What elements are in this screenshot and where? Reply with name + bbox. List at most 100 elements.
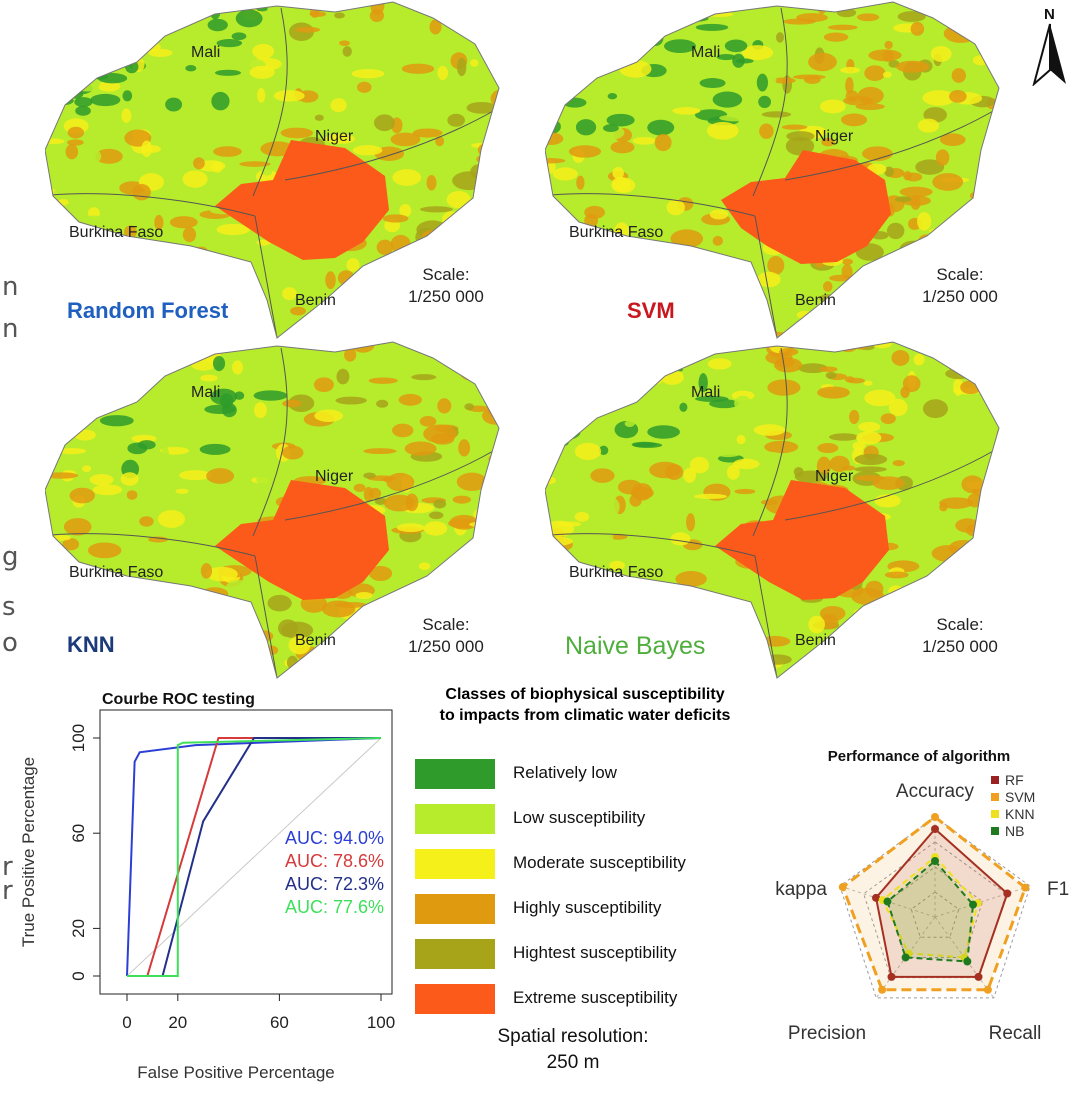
map-patch [939, 133, 966, 147]
map-patch [820, 99, 846, 114]
country-label-mali: Mali [191, 384, 221, 401]
map-patch [181, 344, 196, 363]
map-patch [726, 465, 740, 480]
map-patch [604, 528, 614, 544]
map-patch [547, 423, 581, 441]
map-patch [330, 98, 347, 113]
map-patch [172, 534, 194, 551]
x-tick-label: 60 [270, 1013, 289, 1032]
north-label: N [1044, 6, 1055, 23]
map-patch [89, 474, 114, 486]
map-patch [781, 124, 808, 130]
map-patch [972, 55, 990, 66]
map-patch [985, 499, 999, 516]
map-patch [487, 405, 499, 417]
susceptibility-map-svg [545, 341, 1015, 679]
map-patch [200, 563, 213, 579]
map-patch [466, 101, 497, 114]
map-patch [767, 379, 801, 396]
map-patch [545, 292, 565, 301]
map-patch [817, 386, 850, 399]
map-patch [680, 296, 700, 305]
map-patch [254, 402, 267, 419]
radar-point [983, 985, 992, 994]
map-patch [481, 342, 494, 351]
chart-title: Courbe ROC testing [102, 691, 255, 708]
map-patch [418, 562, 431, 570]
map-patch [903, 170, 912, 181]
map-patch [786, 131, 815, 142]
map-patch [139, 516, 154, 527]
map-patch [122, 90, 133, 102]
map-patch [140, 651, 159, 664]
map-patch [599, 279, 609, 288]
map-patch [888, 398, 908, 417]
map-patch [61, 276, 77, 284]
map-patch [368, 377, 398, 384]
map-patch [973, 566, 999, 573]
map-patch [452, 570, 464, 581]
map-patch [239, 161, 271, 167]
map-svm: Mali Niger Burkina Faso Benin SVM Scale: 1/250… [545, 0, 1025, 340]
map-patch [89, 441, 105, 456]
map-patch [85, 149, 102, 164]
map-patch [61, 615, 85, 632]
map-patch [659, 174, 677, 186]
map-patch [499, 495, 515, 502]
susceptibility-map-svg [545, 1, 1000, 339]
map-patch [772, 77, 796, 84]
map-patch [679, 402, 688, 412]
map-patch [732, 661, 742, 668]
map-patch [288, 635, 311, 655]
map-patch [706, 121, 739, 140]
map-patch [917, 118, 940, 133]
map-patch [401, 63, 435, 74]
map-patch [146, 2, 173, 11]
map-patch [1002, 454, 1015, 472]
map-patch [200, 374, 218, 382]
map-patch [82, 465, 92, 473]
map-patch [910, 195, 921, 210]
map-patch [663, 585, 693, 599]
auc-label: AUC: 94.0% [285, 828, 384, 848]
map-patch [953, 580, 983, 591]
map-naive-bayes: Mali Niger Burkina Faso Benin Naive Bayes Sca… [545, 340, 1025, 680]
map-patch [313, 377, 334, 393]
map-patch [689, 456, 710, 474]
map-patch [163, 355, 176, 362]
map-patch [761, 111, 792, 118]
map-patch [363, 472, 376, 479]
map-patch [736, 434, 746, 445]
map-outline [45, 1, 500, 339]
country-border [550, 533, 756, 557]
map-patch [152, 250, 169, 258]
map-patch [735, 58, 754, 64]
map-patch [435, 136, 445, 147]
map-patch [382, 214, 409, 223]
map-patch [695, 23, 729, 31]
map-patch [89, 580, 111, 592]
map-patch [632, 136, 657, 145]
map-patch [481, 173, 499, 189]
legend-label: Hightest susceptibility [513, 943, 677, 962]
country-label-mali: Mali [691, 44, 721, 61]
map-patch [485, 227, 499, 246]
map-patch [592, 54, 605, 70]
map-patch [606, 113, 635, 127]
map-patch [552, 68, 575, 83]
map-patch [759, 123, 774, 139]
radar-title: Performance of algorithm [828, 748, 1011, 765]
map-patch [949, 89, 967, 103]
radar-axis-label: Accuracy [896, 781, 975, 802]
map-patch [845, 77, 854, 94]
map-patch [808, 615, 825, 634]
radar-point [1021, 883, 1030, 892]
map-patch [357, 81, 372, 93]
radar-series [881, 855, 979, 959]
map-patch [460, 365, 488, 382]
map-patch [970, 230, 995, 244]
map-patch [549, 617, 568, 626]
map-patch [969, 543, 988, 555]
map-patch [90, 93, 121, 107]
map-patch [844, 376, 855, 383]
